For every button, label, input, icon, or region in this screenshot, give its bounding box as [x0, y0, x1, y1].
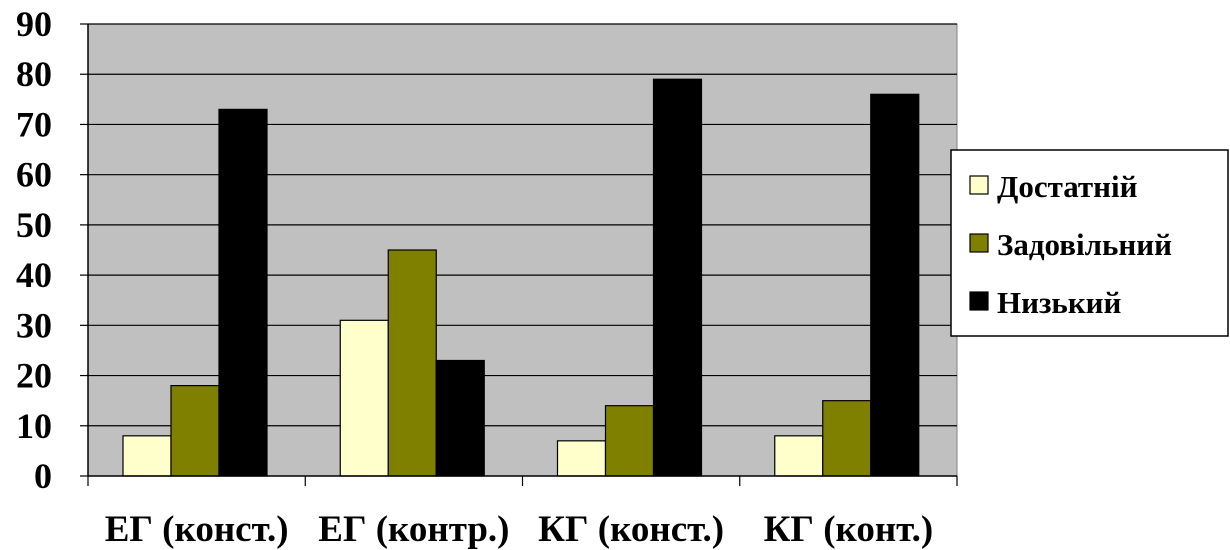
x-axis-category-label: КГ (конт.) — [764, 509, 934, 550]
y-axis-tick-label: 30 — [16, 305, 52, 345]
bar-2-1 — [170, 385, 220, 477]
bar-2-3 — [604, 405, 655, 477]
bar-3-4 — [870, 93, 920, 477]
legend-box — [950, 149, 1229, 337]
y-axis-tick-label: 80 — [16, 54, 52, 94]
y-axis-tick-labels: 0 10 20 30 40 50 60 70 80 90 — [16, 4, 52, 496]
legend: Достатній Задовільний Низький — [950, 149, 1229, 337]
bar-3-2 — [435, 359, 485, 477]
y-axis-tick-label: 60 — [16, 155, 52, 195]
bar-3-1 — [218, 108, 268, 477]
y-axis-tick-label: 20 — [16, 356, 52, 396]
bar-2-2 — [387, 249, 437, 477]
x-axis-category-label: ЕГ (контр.) — [318, 509, 509, 550]
legend-swatch-2 — [969, 233, 989, 253]
y-axis-tick-label: 50 — [16, 205, 52, 245]
x-axis-category-label: КГ (конст.) — [538, 509, 724, 550]
bar-2-4 — [822, 400, 872, 477]
bar-1-3 — [556, 440, 607, 477]
bars — [122, 78, 920, 477]
legend-swatch-1 — [969, 175, 989, 195]
legend-label-2: Задовільний — [997, 227, 1172, 262]
bar-1-1 — [122, 435, 172, 477]
y-axis-tick-label: 10 — [16, 406, 52, 446]
legend-label-3: Низький — [997, 285, 1122, 320]
y-axis-tick-label: 0 — [34, 456, 52, 496]
y-axis-tick-label: 90 — [16, 4, 52, 44]
bar-1-2 — [339, 319, 389, 477]
legend-label-1: Достатній — [997, 169, 1138, 204]
y-axis-tick-label: 70 — [16, 104, 52, 144]
bar-1-4 — [774, 435, 824, 477]
legend-swatch-3 — [969, 291, 989, 311]
axes — [80, 23, 958, 486]
bar-3-3 — [652, 78, 703, 477]
x-axis-category-labels: ЕГ (конст.) ЕГ (контр.) КГ (конст.) КГ (кон… — [105, 509, 933, 550]
x-axis-category-label: ЕГ (конст.) — [105, 509, 289, 550]
y-axis-tick-label: 40 — [16, 255, 52, 295]
